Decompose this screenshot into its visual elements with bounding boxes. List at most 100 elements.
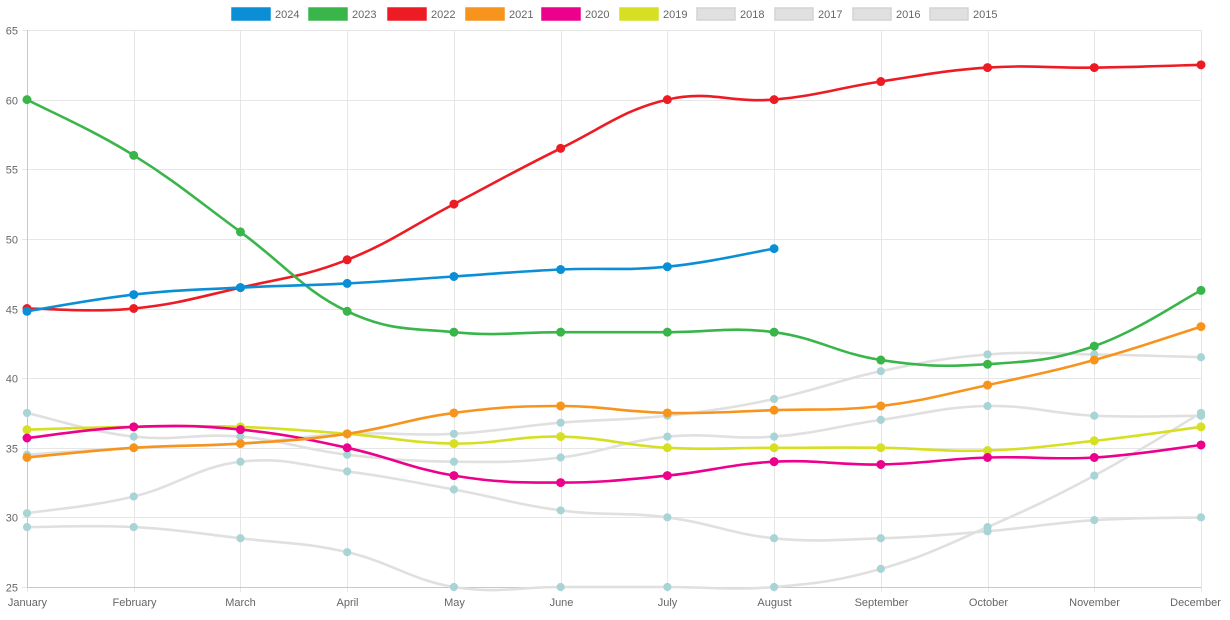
series-2024 (22, 244, 779, 316)
data-point-2018 (1196, 411, 1206, 420)
data-point-2023 (769, 327, 779, 337)
data-point-2017 (449, 429, 459, 438)
y-tick-label: 40 (6, 374, 18, 386)
legend-item-2024: 2024 (231, 7, 299, 21)
x-tick-label: September (855, 597, 909, 609)
series-2015 (22, 408, 1206, 592)
data-point-2020 (876, 459, 886, 469)
legend-item-2020: 2020 (541, 7, 609, 21)
data-point-2021 (22, 452, 32, 462)
series-line-2019 (25, 424, 1203, 453)
legend-swatch-2017 (774, 7, 814, 21)
data-point-2017 (983, 350, 992, 359)
series-2020 (22, 422, 1206, 488)
data-point-2024 (769, 244, 779, 254)
data-point-2023 (876, 355, 886, 365)
data-point-2017 (1196, 353, 1206, 362)
data-point-2018 (1090, 411, 1099, 420)
data-point-2020 (22, 433, 32, 443)
data-point-2019 (1196, 422, 1206, 432)
y-tick-label: 55 (6, 165, 18, 177)
data-point-2017 (556, 418, 565, 427)
data-point-2020 (983, 452, 993, 462)
data-point-2023 (129, 150, 139, 160)
data-point-2023 (22, 95, 32, 105)
legend-label-2021: 2021 (509, 9, 533, 21)
data-point-2015 (769, 582, 779, 592)
data-point-2016 (663, 513, 672, 522)
legend-label-2024: 2024 (275, 9, 299, 21)
data-point-2020 (129, 422, 139, 432)
data-point-2021 (1089, 355, 1099, 365)
legend-label-2017: 2017 (818, 9, 842, 21)
data-point-2024 (235, 283, 245, 293)
legend: 2024 2023 2022 2021 2020 2019 2018 2017 2016 2015 (231, 7, 997, 21)
data-point-2016 (129, 492, 138, 501)
series-2019 (22, 422, 1206, 456)
series-line-2024 (25, 247, 776, 313)
legend-swatch-2020 (541, 7, 581, 21)
x-tick-label: February (112, 597, 157, 609)
legend-swatch-2019 (619, 7, 659, 21)
legend-label-2023: 2023 (352, 9, 376, 21)
legend-swatch-2018 (696, 7, 736, 21)
data-point-2024 (449, 271, 459, 281)
x-tick-label: May (444, 597, 465, 609)
data-point-2019 (22, 425, 32, 435)
data-point-2022 (1089, 63, 1099, 73)
data-point-2024 (129, 290, 139, 300)
data-point-2016 (983, 527, 992, 536)
data-point-2015 (876, 564, 885, 573)
data-point-2019 (662, 443, 672, 453)
data-point-2023 (449, 327, 459, 337)
data-point-2021 (342, 429, 352, 439)
data-point-2020 (1089, 452, 1099, 462)
legend-swatch-2021 (465, 7, 505, 21)
y-tick-label: 60 (6, 96, 18, 108)
data-point-2022 (342, 255, 352, 265)
legend-label-2020: 2020 (585, 9, 609, 21)
data-point-2016 (769, 534, 779, 543)
x-tick-label: July (658, 597, 678, 609)
data-point-2019 (769, 443, 779, 453)
data-point-2021 (129, 443, 139, 453)
legend-label-2015: 2015 (973, 9, 997, 21)
data-point-2023 (662, 327, 672, 337)
data-point-2021 (449, 408, 459, 418)
data-point-2017 (769, 394, 779, 404)
legend-swatch-2022 (387, 7, 427, 21)
series-line-2023 (25, 98, 1203, 368)
series-lines (22, 60, 1206, 592)
series-line-2016 (25, 458, 1203, 542)
series-line-2017 (25, 351, 1203, 457)
data-point-2021 (235, 439, 245, 449)
data-point-2019 (876, 443, 886, 453)
legend-label-2016: 2016 (896, 9, 920, 21)
data-point-2021 (556, 401, 566, 411)
data-point-2021 (769, 405, 779, 415)
data-point-2015 (22, 523, 32, 532)
data-point-2016 (1196, 513, 1206, 522)
data-point-2016 (22, 509, 32, 518)
data-point-2020 (342, 443, 352, 453)
data-point-2022 (983, 63, 993, 73)
x-tick-label: March (225, 597, 256, 609)
data-point-2018 (449, 457, 459, 466)
data-point-2016 (449, 485, 459, 494)
series-line-2022 (25, 63, 1203, 312)
x-tick-label: December (1170, 597, 1221, 609)
y-tick-label: 50 (6, 235, 18, 247)
series-2018 (22, 401, 1206, 466)
data-point-2015 (343, 548, 352, 557)
axes: 25 30 35 40 45 50 55 60 65 January February March Ap… (6, 26, 1221, 610)
data-point-2020 (769, 457, 779, 467)
data-point-2019 (449, 439, 459, 449)
data-point-2016 (236, 457, 245, 466)
data-point-2018 (769, 432, 779, 441)
series-2021 (22, 322, 1206, 462)
data-point-2023 (342, 306, 352, 316)
legend-item-2022: 2022 (387, 7, 455, 21)
legend-label-2018: 2018 (740, 9, 764, 21)
